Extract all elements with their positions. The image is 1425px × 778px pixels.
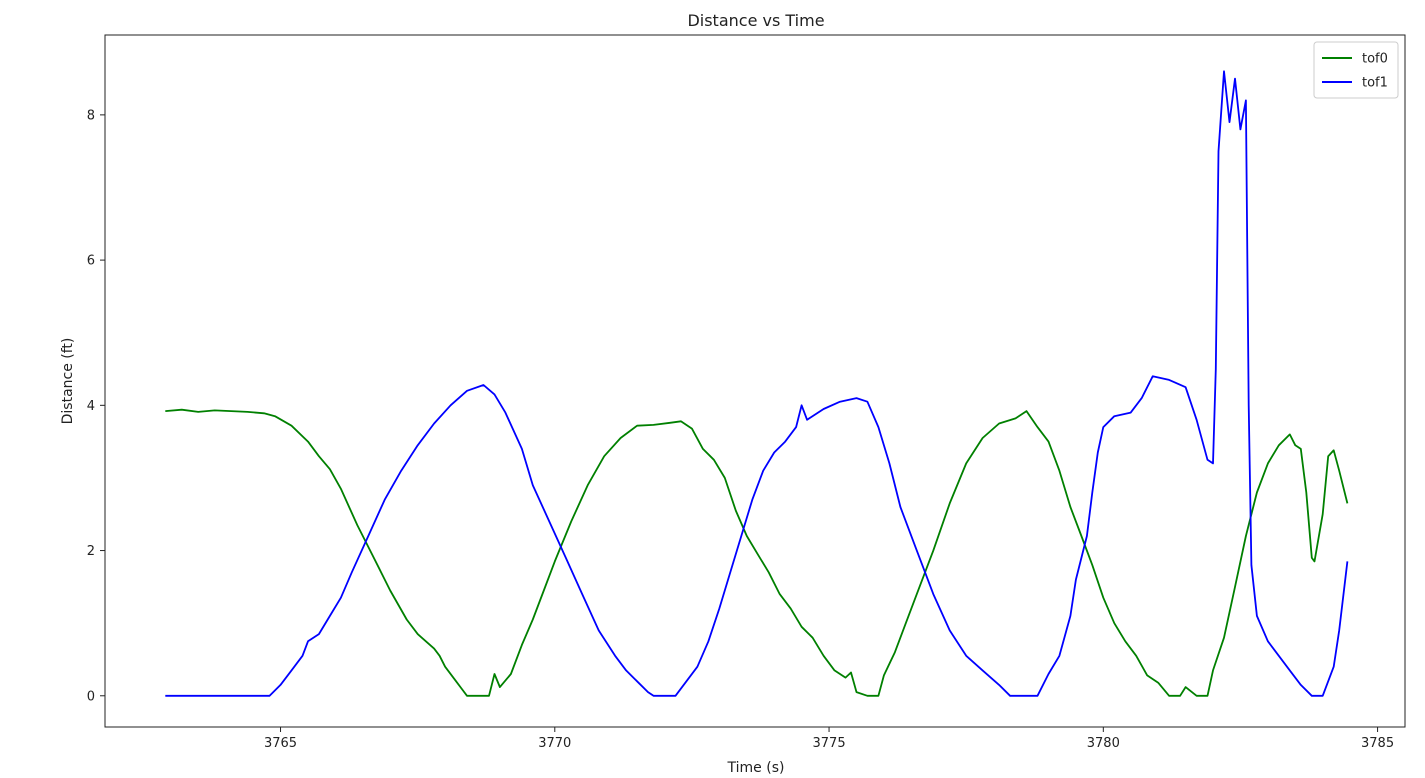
y-tick-label: 2	[87, 544, 95, 559]
y-tick-label: 0	[87, 689, 95, 704]
legend-label-tof1: tof1	[1362, 76, 1388, 91]
plot-area	[104, 34, 1406, 728]
x-tick-label: 3770	[538, 736, 571, 751]
y-axis: 0 2 4 6 8	[87, 108, 105, 704]
series-line-tof1	[165, 70, 1349, 697]
y-axis-label: Distance (ft)	[60, 338, 76, 425]
x-tick-label: 3780	[1087, 736, 1120, 751]
legend-label-tof0: tof0	[1362, 52, 1388, 67]
legend-box	[1313, 41, 1399, 99]
y-tick-label: 4	[87, 399, 95, 414]
x-tick-label: 3785	[1361, 736, 1394, 751]
x-axis-label: Time (s)	[727, 760, 785, 776]
series-line-tof0	[165, 408, 1349, 697]
x-tick-label: 3775	[813, 736, 846, 751]
y-tick-label: 6	[87, 254, 95, 269]
series-layer	[165, 70, 1349, 697]
y-tick-label: 8	[87, 108, 95, 123]
plot-frame	[104, 34, 1406, 728]
x-tick-label: 3765	[264, 736, 297, 751]
x-axis: 3765 3770 3775 3780 3785	[264, 727, 1394, 751]
chart-title: Distance vs Time	[687, 11, 824, 30]
legend-items: tof0 tof1	[1322, 52, 1388, 91]
legend: tof0 tof1	[1313, 41, 1399, 99]
